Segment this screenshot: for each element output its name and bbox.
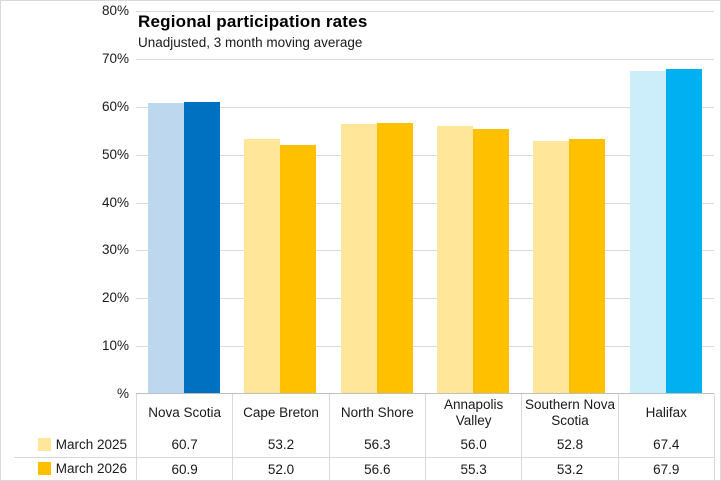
table-column-nova-scotia: Nova Scotia 60.7 60.9	[136, 394, 232, 480]
category-label-nova-scotia: Nova Scotia	[148, 404, 222, 420]
legend-row-march-2026: March 2026	[37, 460, 127, 476]
legend-swatch-march-2025	[37, 437, 51, 451]
y-axis-tick-label: 10%	[101, 338, 129, 354]
legend-swatch-march-2026	[37, 461, 51, 475]
bar-nova-scotia-march-2026	[184, 102, 221, 393]
gridline-50	[136, 154, 714, 156]
gridline-80	[136, 11, 714, 12]
bar-southern-nova-scotia-march-2026	[569, 138, 606, 393]
value-halifax-march-2025: 67.4	[653, 437, 680, 452]
gridline-10	[136, 346, 714, 348]
bar-group-cape-breton	[232, 11, 328, 393]
value-nova-scotia-march-2026: 60.9	[171, 461, 198, 477]
bar-nova-scotia-march-2025	[148, 103, 185, 393]
value-southern-nova-scotia-march-2025: 52.8	[556, 437, 584, 452]
category-label-halifax: Halifax	[645, 404, 687, 420]
bar-group-halifax	[618, 11, 714, 393]
bar-group-north-shore	[329, 11, 425, 393]
value-cape-breton-march-2026: 52.0	[267, 461, 295, 477]
y-axis-tick-label: 40%	[101, 194, 129, 210]
y-axis-tick-label: 70%	[101, 50, 129, 66]
y-axis-tick-label: 60%	[101, 98, 129, 114]
value-north-shore-march-2026: 56.6	[364, 461, 391, 477]
gridline-70	[136, 58, 714, 60]
bar-series	[136, 11, 714, 393]
category-label-southern-nova-scotia: Southern Nova Scotia	[524, 396, 615, 428]
bar-halifax-march-2025	[629, 71, 666, 393]
bar-southern-nova-scotia-march-2025	[533, 140, 570, 393]
gridline-30	[136, 250, 714, 252]
y-axis-labels: 80% 70% 60% 50% 40% 30% 20% 10%%	[1, 1, 129, 480]
chart-title: Regional participation rates	[138, 12, 368, 31]
table-column-southern-nova-scotia: Southern Nova Scotia 52.8 53.2	[521, 394, 617, 480]
value-annapolis-valley-march-2025: 56.0	[460, 437, 487, 452]
value-cape-breton-march-2025: 53.2	[267, 437, 295, 452]
bar-halifax-march-2026	[665, 68, 702, 393]
y-axis-tick-label: 30%	[101, 242, 129, 258]
gridline-60	[136, 106, 714, 108]
category-label-annapolis-valley: Annapolis Valley	[444, 396, 504, 428]
bar-group-southern-nova-scotia	[521, 11, 617, 393]
bar-cape-breton-march-2025	[244, 138, 281, 393]
gridline-40	[136, 202, 714, 204]
table-column-north-shore: North Shore 56.3 56.6	[328, 394, 425, 480]
value-nova-scotia-march-2025: 60.7	[171, 437, 198, 452]
bar-annapolis-valley-march-2025	[437, 125, 474, 393]
table-column-annapolis-valley: Annapolis Valley 56.0 55.3	[424, 394, 521, 480]
bar-cape-breton-march-2026	[280, 144, 317, 393]
plot-area	[136, 11, 714, 394]
data-table: Nova Scotia 60.7 60.9 Cape Breton 53.2 52.0 No…	[136, 394, 715, 480]
bar-north-shore-march-2025	[340, 124, 377, 393]
table-column-halifax: Halifax 67.4 67.9	[617, 394, 715, 480]
y-axis-tick-label: 20%	[101, 290, 129, 306]
value-north-shore-march-2025: 56.3	[364, 437, 391, 452]
table-row-separator	[14, 457, 714, 458]
gridline-20	[136, 298, 714, 300]
legend-row-march-2025: March 2025	[37, 436, 127, 452]
category-label-north-shore: North Shore	[340, 404, 414, 420]
legend-label-march-2025: March 2025	[55, 436, 127, 452]
value-annapolis-valley-march-2026: 55.3	[460, 461, 487, 477]
value-halifax-march-2026: 67.9	[653, 461, 680, 477]
bar-north-shore-march-2026	[376, 122, 413, 393]
chart-subtitle: Unadjusted, 3 month moving average	[138, 35, 363, 50]
y-axis-tick-label: %	[116, 386, 129, 401]
category-label-cape-breton: Cape Breton	[243, 404, 319, 420]
y-axis-tick-label: 50%	[101, 146, 129, 162]
legend-label-march-2026: March 2026	[55, 460, 127, 476]
bar-annapolis-valley-march-2026	[473, 128, 510, 393]
value-southern-nova-scotia-march-2026: 53.2	[556, 461, 584, 477]
bar-group-annapolis-valley	[425, 11, 521, 393]
bar-group-nova-scotia	[136, 11, 232, 393]
y-axis-tick-label: 80%	[101, 3, 129, 18]
table-column-cape-breton: Cape Breton 53.2 52.0	[232, 394, 328, 480]
title-block: Regional participation rates Unadjusted,…	[138, 12, 367, 50]
